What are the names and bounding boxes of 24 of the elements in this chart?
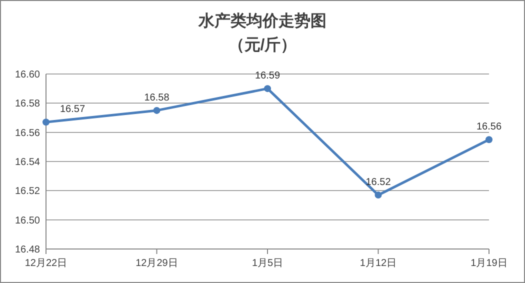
data-label: 16.52	[366, 177, 392, 188]
x-tick-label: 12月29日	[136, 258, 178, 269]
x-tick-label: 12月22日	[24, 258, 68, 269]
y-tick-label: 16.52	[14, 186, 40, 198]
y-tick-label: 16.50	[14, 215, 40, 226]
data-label: 16.56	[476, 122, 502, 133]
x-tick-label: 1月5日	[252, 258, 284, 269]
y-tick-label: 16.56	[14, 128, 40, 139]
x-tick-label: 1月12日	[360, 258, 397, 269]
data-label: 16.58	[144, 92, 170, 104]
y-tick-label: 16.58	[14, 98, 40, 110]
y-tick-label: 16.48	[14, 244, 40, 256]
point	[264, 85, 271, 92]
point	[486, 136, 492, 144]
y-tick-label: 16.60	[14, 70, 40, 80]
x-tick-label: 1月19日	[470, 258, 508, 269]
chart-title: 水产类均价走势图	[198, 12, 326, 30]
chart-subtitle: （元/斤）	[228, 36, 297, 54]
y-tick-label: 16.54	[14, 157, 40, 168]
point	[374, 192, 382, 199]
data-label: 16.57	[60, 104, 86, 116]
point	[153, 106, 160, 114]
data-label: 16.59	[254, 70, 280, 82]
point	[42, 118, 50, 126]
